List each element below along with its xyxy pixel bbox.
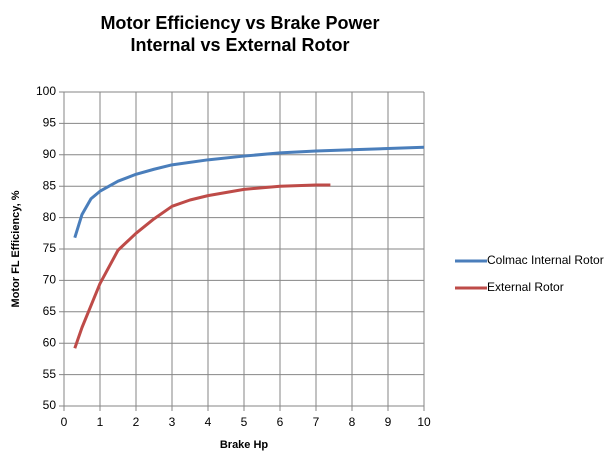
x-tick-label: 6 <box>277 415 284 429</box>
y-tick-label: 85 <box>43 178 57 192</box>
y-tick-label: 60 <box>43 335 57 349</box>
x-tick-label: 3 <box>169 415 176 429</box>
y-axis-title: Motor FL Efficiency, % <box>10 190 22 307</box>
y-tick-label: 65 <box>43 304 57 318</box>
x-tick-label: 0 <box>61 415 68 429</box>
y-tick-label: 55 <box>43 367 57 381</box>
legend-label: Colmac Internal Rotor <box>487 253 604 267</box>
y-tick-label: 75 <box>43 241 57 255</box>
x-tick-label: 5 <box>241 415 248 429</box>
y-tick-label: 100 <box>36 84 56 98</box>
x-tick-label: 10 <box>417 415 431 429</box>
x-axis-title: Brake Hp <box>220 439 269 451</box>
x-tick-label: 9 <box>385 415 392 429</box>
legend-label: External Rotor <box>487 280 564 294</box>
y-tick-label: 90 <box>43 147 57 161</box>
x-tick-label: 7 <box>313 415 320 429</box>
x-tick-label: 8 <box>349 415 356 429</box>
chart-title: Motor Efficiency vs Brake Power <box>100 13 379 33</box>
y-tick-label: 95 <box>43 116 57 130</box>
y-tick-label: 80 <box>43 210 57 224</box>
x-tick-label: 1 <box>97 415 104 429</box>
chart-title: Internal vs External Rotor <box>130 35 349 55</box>
series-line <box>73 183 331 349</box>
x-tick-label: 2 <box>133 415 140 429</box>
y-tick-label: 70 <box>43 273 57 287</box>
series-line <box>73 145 425 239</box>
x-tick-label: 4 <box>205 415 212 429</box>
y-tick-label: 50 <box>43 398 57 412</box>
